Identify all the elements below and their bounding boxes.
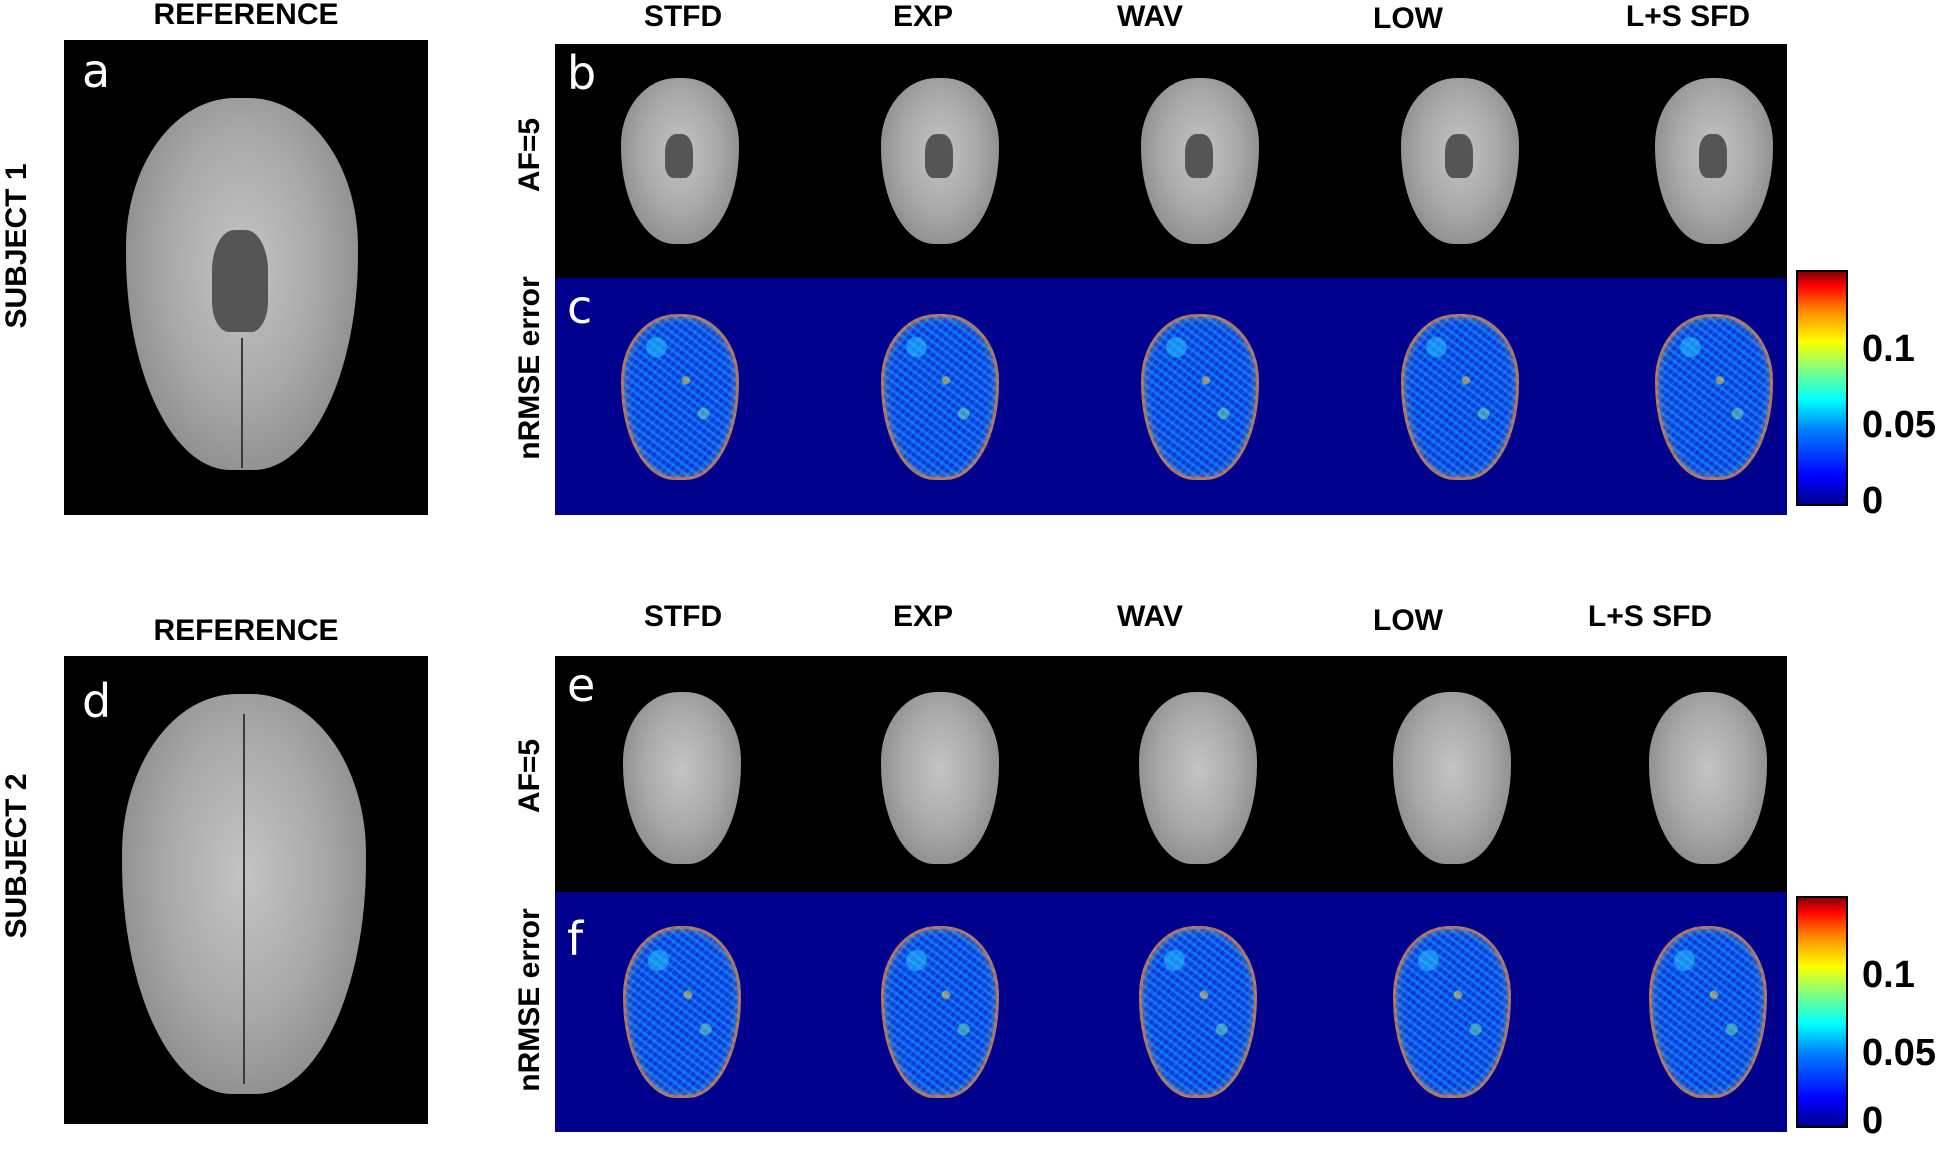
subject2-colorbar-tick-mid: 0.05 [1862,1032,1936,1074]
subject1-recon-low-image [1401,78,1519,244]
subject2-reference-brain-image [122,694,366,1094]
ventricle-shape [1185,134,1213,178]
subject1-row-label: SUBJECT 1 [0,163,33,329]
subject2-reference-panel: d [64,656,428,1124]
subject1-nrmse-label: nRMSE error [513,276,546,460]
subject2-recon-exp-image [881,692,999,864]
subject1-colorbar-tick-zero: 0 [1862,480,1884,522]
subject1-recon-exp-image [881,78,999,244]
subject2-error-low-map [1393,926,1511,1098]
panel-letter-d: d [82,674,112,728]
ventricle-shape [1445,134,1473,178]
subject2-recon-stfd-image [623,692,741,864]
subject1-method-header-4: LOW [1373,2,1443,35]
subject2-reference-header: REFERENCE [153,614,339,647]
subject1-method-header-3: WAV [1116,0,1184,33]
subject1-error-wav-map [1141,314,1259,480]
subject2-method-header-5: L+S SFD [1587,600,1713,633]
subject1-colorbar-tick-mid: 0.05 [1862,404,1936,446]
subject1-error-exp-map [881,314,999,480]
subject1-recon-lsfd-image [1655,78,1773,244]
subject1-error-panel: c [555,278,1787,515]
subject1-error-low-map [1401,314,1519,480]
subject1-reference-brain-image [126,98,358,470]
subject2-af5-label: AF=5 [513,738,546,814]
ventricle-shape [1699,134,1727,178]
subject2-error-exp-map [881,926,999,1098]
subject2-recon-panel: e [555,656,1787,892]
subject2-error-lsfd-map [1649,926,1767,1098]
subject1-error-lsfd-map [1655,314,1773,480]
subject1-colorbar [1796,270,1848,506]
ventricle-shape [665,134,693,178]
ventricle-shape [212,230,268,332]
panel-letter-e: e [567,658,596,712]
subject1-method-header-2: EXP [892,0,954,33]
subject1-method-header-5: L+S SFD [1625,0,1751,33]
subject2-error-stfd-map [623,926,741,1098]
subject2-recon-wav-image [1139,692,1257,864]
subject1-method-header-1: STFD [643,0,723,33]
panel-letter-a: a [82,44,111,98]
subject1-colorbar-tick-high: 0.1 [1862,328,1915,370]
subject1-af5-label: AF=5 [513,117,546,193]
subject2-recon-low-image [1393,692,1511,864]
subject2-row-label: SUBJECT 2 [0,773,33,939]
subject2-colorbar-tick-high: 0.1 [1862,954,1915,996]
subject1-reference-header: REFERENCE [153,0,339,31]
subject1-error-stfd-map [621,314,739,480]
panel-letter-c: c [567,280,593,334]
ventricle-shape [925,134,953,178]
subject2-method-header-2: EXP [892,600,954,633]
subject2-error-panel: f [555,892,1787,1132]
subject2-error-wav-map [1139,926,1257,1098]
midline-fissure [243,714,245,1084]
subject2-method-header-3: WAV [1116,600,1184,633]
subject2-nrmse-label: nRMSE error [513,908,546,1092]
midline-fissure [241,338,243,468]
subject2-method-header-4: LOW [1373,604,1443,637]
subject2-method-header-1: STFD [643,600,723,633]
subject1-recon-panel: b [555,44,1787,278]
subject2-colorbar [1796,896,1848,1128]
subject2-recon-lsfd-image [1649,692,1767,864]
subject1-recon-stfd-image [621,78,739,244]
panel-letter-f: f [567,912,584,966]
panel-letter-b: b [567,46,597,100]
subject1-recon-wav-image [1141,78,1259,244]
subject2-colorbar-tick-zero: 0 [1862,1100,1884,1142]
subject1-reference-panel: a [64,40,428,515]
